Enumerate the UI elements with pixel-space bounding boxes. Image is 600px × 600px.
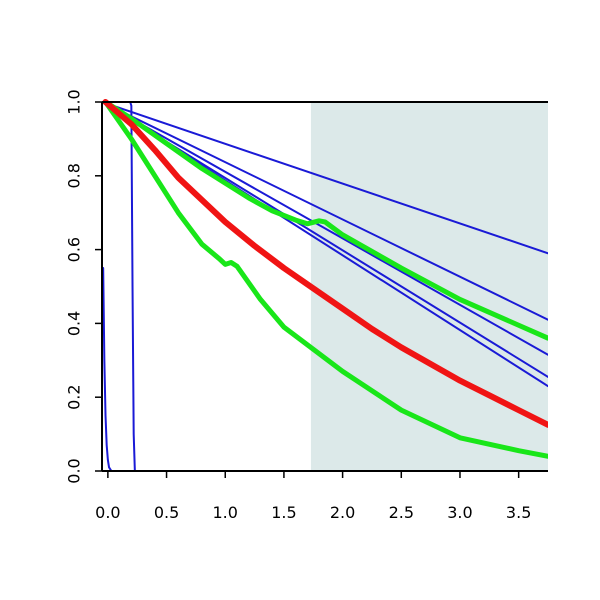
x-tick-label: 2.0 xyxy=(330,503,355,522)
x-tick-label: 0.0 xyxy=(95,503,120,522)
x-tick-label: 3.0 xyxy=(447,503,472,522)
y-tick-label: 0.6 xyxy=(65,237,84,262)
x-tick-label: 0.5 xyxy=(154,503,179,522)
series-line-green-10 xyxy=(103,99,548,459)
series-line-blue-2 xyxy=(102,101,548,321)
series-line-red-11 xyxy=(102,99,548,428)
y-tick-label: 0.8 xyxy=(65,163,84,188)
x-tick-label: 1.5 xyxy=(271,503,296,522)
y-tick-label: 1.0 xyxy=(65,89,84,114)
series-line-green-9 xyxy=(103,99,548,341)
series-line-blue-1 xyxy=(102,101,548,255)
series-line-blue-6 xyxy=(102,267,116,472)
y-tick-label: 0.4 xyxy=(65,311,84,336)
axes: 0.0 0.5 1.0 1.5 2.0 2.5 3.0 3.5 0.0 0.2 0.4 0.6 0.8 1… xyxy=(65,89,548,522)
y-tick-label: 0.0 xyxy=(65,458,84,483)
series-line-blue-3 xyxy=(102,101,548,356)
x-tick-label: 2.5 xyxy=(389,503,414,522)
x-tick-label: 3.5 xyxy=(506,503,531,522)
y-tick-label: 0.2 xyxy=(65,384,84,409)
x-tick-label: 1.0 xyxy=(213,503,238,522)
series-line-blue-7 xyxy=(104,101,145,472)
